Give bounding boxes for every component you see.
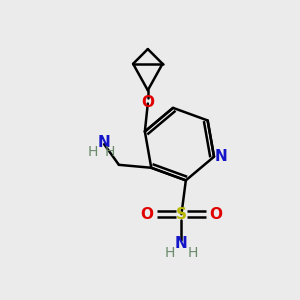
Text: O: O xyxy=(141,95,154,110)
Text: N: N xyxy=(175,236,188,251)
Text: H: H xyxy=(165,246,175,260)
Text: H: H xyxy=(105,146,115,160)
Text: O: O xyxy=(140,207,153,222)
Text: H: H xyxy=(88,146,98,160)
Text: O: O xyxy=(210,207,223,222)
Text: N: N xyxy=(215,149,228,164)
Text: N: N xyxy=(98,135,110,150)
Text: S: S xyxy=(176,207,187,222)
Text: H: H xyxy=(188,246,198,260)
